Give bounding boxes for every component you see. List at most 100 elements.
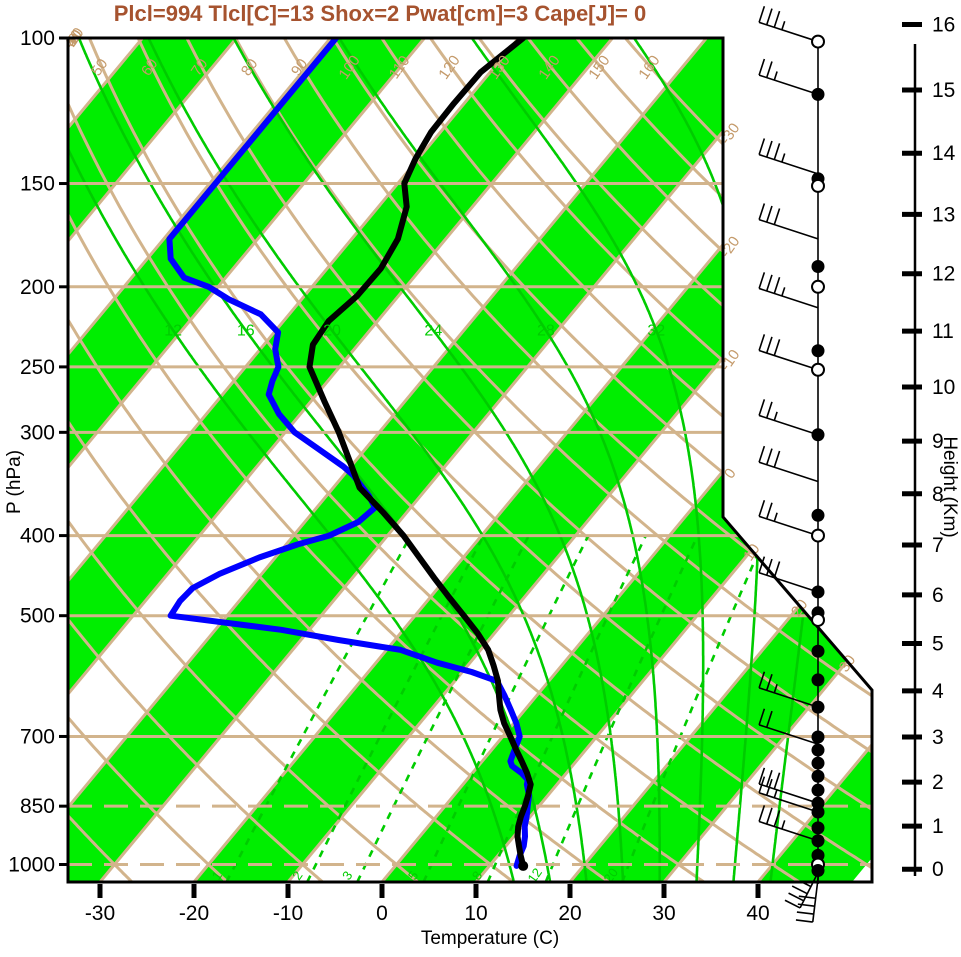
chart-title: Plcl=994 Tlcl[C]=13 Shox=2 Pwat[cm]=3 Ca… <box>113 1 647 26</box>
dry-adiabat-line <box>380 38 872 882</box>
wind-barb <box>758 445 819 483</box>
green-band <box>68 38 801 882</box>
height-tick-label: 16 <box>932 14 955 37</box>
wind-barb <box>758 671 819 708</box>
dry-adiabat-line <box>68 38 419 882</box>
wind-station-dot <box>811 805 825 819</box>
height-tick-label: 2 <box>932 771 944 794</box>
wind-barb <box>758 203 819 240</box>
height-tick-label: 14 <box>932 142 956 165</box>
height-tick-label: 3 <box>932 726 944 749</box>
mixing-ratio-line <box>422 535 590 882</box>
isotherm-line <box>68 38 520 882</box>
wind-station-dot <box>811 743 825 757</box>
temperature-tick-label: -20 <box>179 902 209 925</box>
height-tick-label: 12 <box>932 263 955 286</box>
pressure-tick-label: 300 <box>20 421 55 444</box>
dry-adiabat-line <box>331 38 872 882</box>
height-tick-label: 9 <box>932 430 944 453</box>
dry-adiabat-line <box>68 38 134 882</box>
height-tick-label: 7 <box>932 534 944 557</box>
moist-adiabat-line <box>337 38 661 882</box>
mixing-ratio-line <box>544 535 699 882</box>
temperature-tick-label: 0 <box>376 902 388 925</box>
pressure-tick-label: 100 <box>20 27 55 50</box>
wind-barb <box>758 499 819 537</box>
dry-adiabat-label-top: 80 <box>238 56 261 79</box>
green-band <box>68 38 425 882</box>
wind-station-circle <box>811 178 825 193</box>
isotherm-line <box>68 38 614 882</box>
height-tick-label: 6 <box>932 584 944 607</box>
dry-adiabat-label-top: 50 <box>88 56 111 79</box>
wind-station-dot <box>811 644 825 658</box>
temperature-tick-label: 40 <box>746 902 769 925</box>
moist-adiabat-label: 28 <box>537 322 555 339</box>
green-band <box>68 38 613 882</box>
wind-station-dot <box>811 508 825 522</box>
moist-adiabat-line <box>68 38 516 882</box>
wind-station-dot <box>811 673 825 687</box>
mixing-ratio-line <box>356 535 530 882</box>
pressure-tick-label: 400 <box>20 525 55 548</box>
dry-adiabat-line <box>68 38 801 882</box>
dry-adiabat-line <box>185 38 872 882</box>
height-tick-label: 0 <box>932 858 944 881</box>
wind-barb <box>784 870 820 909</box>
height-axis-title: Height (Km) <box>939 436 960 538</box>
temperature-axis-title: Temperature (C) <box>420 928 560 949</box>
plot-frame <box>66 36 874 884</box>
wind-station-dot <box>811 864 825 878</box>
green-band <box>570 38 872 882</box>
wind-station-circle <box>811 612 825 627</box>
wind-station-dot <box>811 769 825 783</box>
wind-barb <box>758 334 819 371</box>
dry-adiabat-line <box>68 38 515 882</box>
isotherm-line <box>68 38 708 882</box>
pressure-axis-title: P (hPa) <box>4 449 25 515</box>
wind-barb <box>758 58 819 96</box>
temperature-tick-label: -30 <box>85 902 115 925</box>
dry-adiabat-label-top: 90 <box>288 56 311 79</box>
wind-barb <box>758 272 819 309</box>
wind-barb <box>758 767 819 804</box>
mixing-ratio-line <box>225 534 412 882</box>
wind-barb <box>758 556 819 593</box>
wind-barb <box>758 138 819 175</box>
wind-station-dot <box>811 259 825 273</box>
dry-adiabat-label-top: 60 <box>138 56 161 79</box>
dry-adiabat-line <box>68 38 610 882</box>
pressure-tick-label: 200 <box>20 276 55 299</box>
wind-station-dot <box>811 585 825 599</box>
wind-station-circle <box>811 34 825 49</box>
mixing-ratio-line <box>620 535 767 882</box>
dry-adiabat-line <box>136 38 872 882</box>
dry-adiabat-line <box>68 38 705 882</box>
wind-barb <box>758 776 819 813</box>
temperature-curve <box>306 38 534 869</box>
wind-station-circle <box>811 362 825 377</box>
wind-station-dot <box>811 834 825 848</box>
moist-adiabat-label: 24 <box>424 322 442 339</box>
height-tick-label: 11 <box>932 320 954 343</box>
dry-adiabat-line <box>88 38 872 882</box>
isotherm-line <box>98 38 802 882</box>
dry-adiabat-line <box>234 38 872 882</box>
surface-marker <box>518 860 529 871</box>
moist-adiabat-line <box>232 38 625 882</box>
wind-station-dot <box>811 821 825 835</box>
height-tick-label: 1 <box>932 815 944 838</box>
temperature-tick-label: 10 <box>464 902 487 925</box>
pressure-tick-label: 700 <box>20 725 55 748</box>
height-tick-label: 10 <box>932 376 955 399</box>
wind-station-dot <box>811 700 825 714</box>
pressure-tick-label: 500 <box>20 605 55 628</box>
moist-adiabat-label: 32 <box>647 322 665 339</box>
wind-barb <box>758 708 819 745</box>
wind-station-dot <box>811 730 825 744</box>
mixing-ratio-line <box>486 535 647 882</box>
temperature-tick-label: 20 <box>558 902 581 925</box>
pressure-tick-label: 150 <box>20 173 55 196</box>
isotherm-line <box>68 38 426 882</box>
